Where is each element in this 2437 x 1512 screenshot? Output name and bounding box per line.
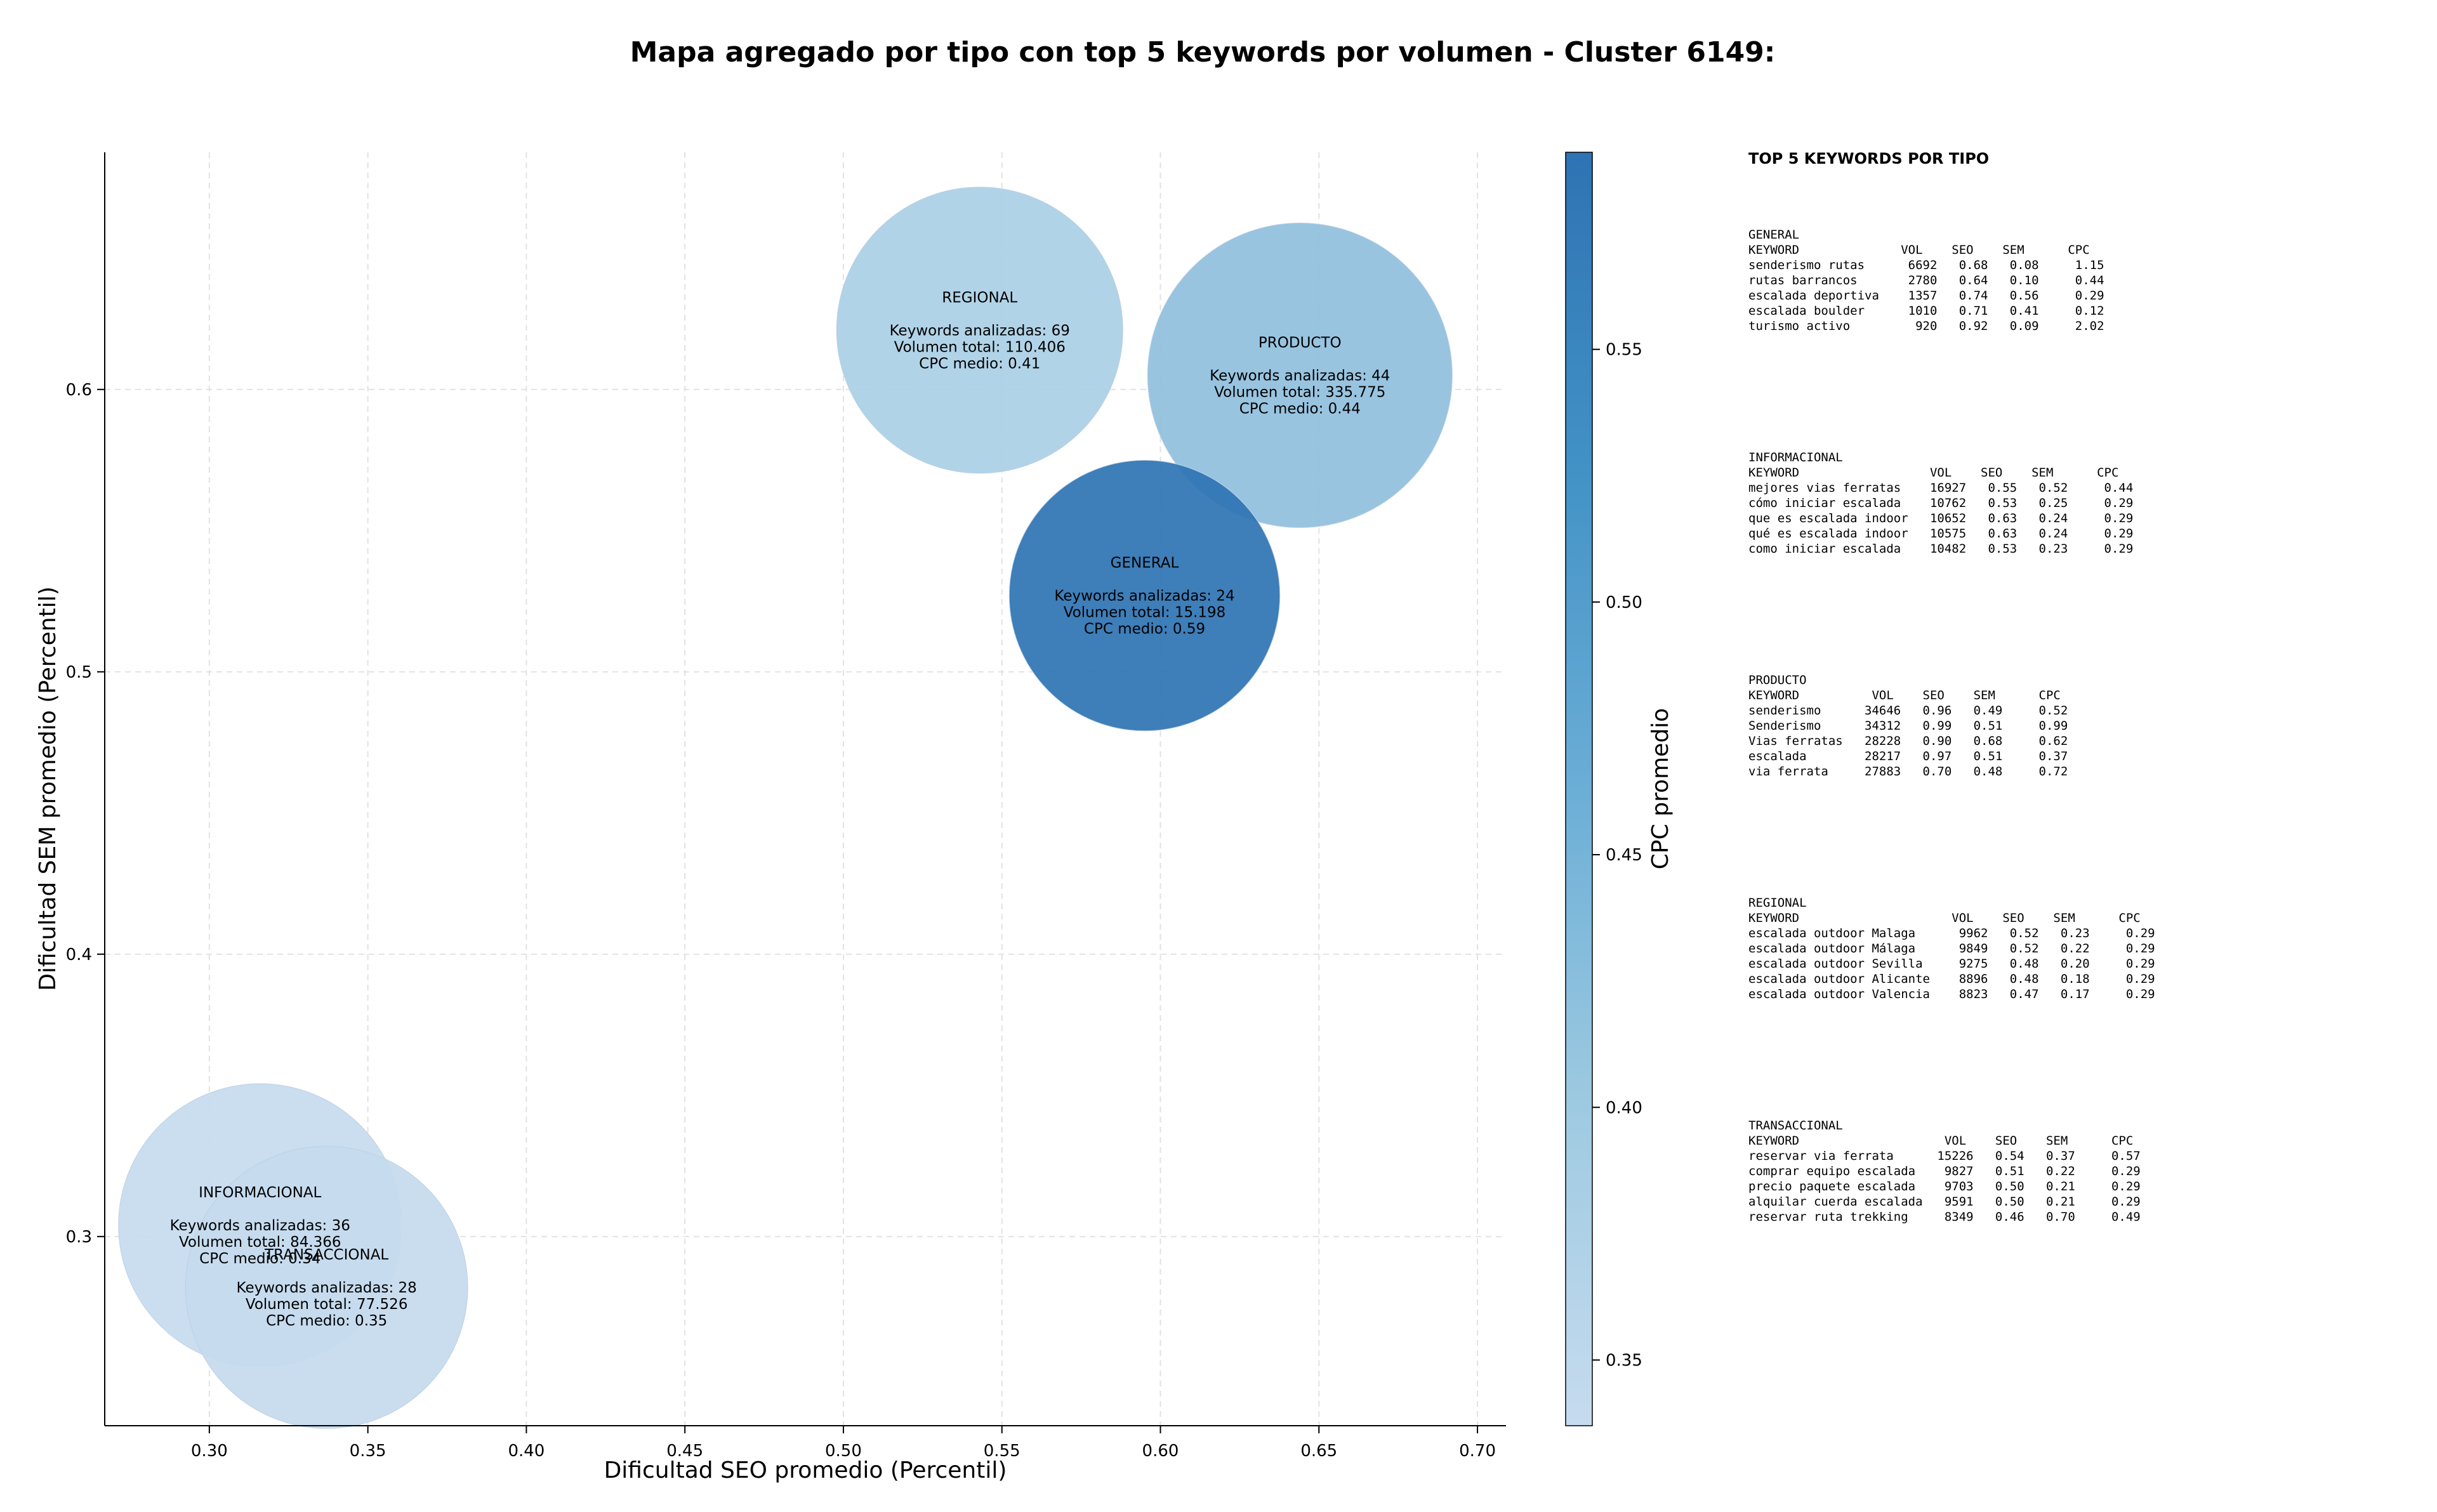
keyword-table-transaccional: TRANSACCIONAL KEYWORD VOL SEO SEM CPC re… — [1748, 1119, 2141, 1224]
x-tick-label: 0.50 — [825, 1442, 862, 1461]
x-tick-label: 0.40 — [508, 1442, 545, 1461]
y-ticks: 0.3 0.4 0.5 0.6 — [66, 381, 105, 1247]
bubble-regional — [836, 187, 1123, 474]
x-tick-label: 0.55 — [984, 1442, 1020, 1461]
x-tick-label: 0.70 — [1459, 1442, 1496, 1461]
x-axis-label: Dificultad SEO promedio (Percentil) — [604, 1457, 1007, 1483]
bubble-producto — [1147, 223, 1453, 529]
bubble-label-general: GENERAL Keywords analizadas: 24 Volumen to… — [1054, 555, 1234, 638]
y-tick-label: 0.5 — [66, 663, 92, 682]
keyword-table-general: GENERAL KEYWORD VOL SEO SEM CPC senderis… — [1748, 228, 2104, 333]
y-axis-label: Dificultad SEM promedio (Percentil) — [35, 586, 61, 991]
x-ticks: 0.30 0.35 0.40 0.45 0.50 0.55 0.60 0.65 0.70 — [191, 1426, 1496, 1461]
y-tick-label: 0.4 — [66, 945, 92, 964]
chart-title: Mapa agregado por tipo con top 5 keyword… — [630, 36, 1776, 69]
colorbar-tick-label: 0.55 — [1606, 341, 1642, 360]
bubble-label-informacional: INFORMACIONAL Keywords analizadas: 36 Volu… — [170, 1185, 350, 1267]
y-tick-label: 0.6 — [66, 381, 92, 400]
colorbar-ticks: 0.35 0.40 0.45 0.50 0.55 — [1592, 341, 1642, 1370]
bubble-label-producto: PRODUCTO Keywords analizadas: 44 Volumen t… — [1210, 335, 1390, 417]
colorbar-tick-label: 0.35 — [1606, 1351, 1642, 1370]
bubble-general — [1008, 459, 1281, 732]
bubbles — [118, 187, 1453, 1429]
x-tick-label: 0.35 — [350, 1442, 386, 1461]
bubble-labels: REGIONAL Keywords analizadas: 69 Volumen t… — [170, 289, 1390, 1329]
x-tick-label: 0.45 — [666, 1442, 703, 1461]
x-tick-label: 0.65 — [1300, 1442, 1337, 1461]
bubble-label-regional: REGIONAL Keywords analizadas: 69 Volumen t… — [890, 289, 1070, 372]
colorbar-tick-label: 0.50 — [1606, 593, 1642, 612]
keyword-table-producto: PRODUCTO KEYWORD VOL SEO SEM CPC senderi… — [1748, 673, 2068, 779]
bubble-transaccional — [185, 1146, 468, 1429]
colorbar-tick-label: 0.45 — [1606, 846, 1642, 865]
bubble-label-transaccional: TRANSACCIONAL Keywords analizadas: 28 Volu… — [237, 1247, 417, 1329]
colorbar-label: CPC promedio — [1648, 708, 1674, 869]
colorbar — [1565, 152, 1593, 1426]
keyword-table-regional: REGIONAL KEYWORD VOL SEO SEM CPC escalad… — [1748, 896, 2155, 1001]
colorbar-tick-label: 0.40 — [1606, 1098, 1642, 1117]
x-tick-label: 0.60 — [1142, 1442, 1179, 1461]
side-panel-title: TOP 5 KEYWORDS POR TIPO — [1748, 150, 1990, 168]
x-tick-label: 0.30 — [191, 1442, 228, 1461]
keyword-table-informacional: INFORMACIONAL KEYWORD VOL SEO SEM CPC me… — [1748, 450, 2134, 556]
y-tick-label: 0.3 — [66, 1228, 92, 1247]
